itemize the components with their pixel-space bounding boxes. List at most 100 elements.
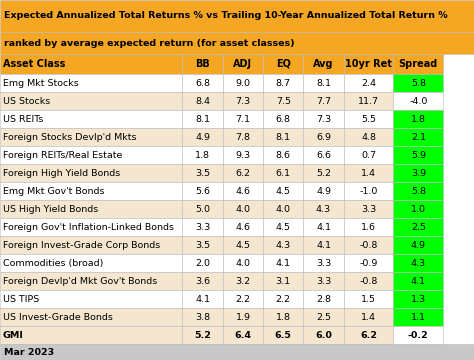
- Bar: [263, 128, 303, 146]
- Bar: [393, 254, 443, 272]
- Bar: [182, 200, 223, 218]
- Bar: [263, 74, 303, 92]
- Text: 3.6: 3.6: [195, 276, 210, 285]
- Text: -0.8: -0.8: [359, 276, 378, 285]
- Bar: [303, 272, 344, 290]
- Text: 5.9: 5.9: [411, 150, 426, 159]
- Bar: [0, 164, 182, 182]
- Text: 2.4: 2.4: [361, 78, 376, 87]
- Text: 4.3: 4.3: [276, 240, 291, 249]
- Bar: [0, 54, 182, 74]
- Text: US TIPS: US TIPS: [3, 294, 39, 303]
- Bar: [344, 200, 393, 218]
- Bar: [344, 236, 393, 254]
- Text: 0.7: 0.7: [361, 150, 376, 159]
- Bar: [393, 164, 443, 182]
- Bar: [393, 74, 443, 92]
- Text: 3.5: 3.5: [195, 168, 210, 177]
- Bar: [263, 92, 303, 110]
- Text: 6.1: 6.1: [276, 168, 291, 177]
- Bar: [182, 236, 223, 254]
- Bar: [182, 110, 223, 128]
- Text: US Invest-Grade Bonds: US Invest-Grade Bonds: [3, 312, 113, 321]
- Text: Foreign High Yield Bonds: Foreign High Yield Bonds: [3, 168, 120, 177]
- Text: 1.6: 1.6: [361, 222, 376, 231]
- Bar: [0, 74, 182, 92]
- Text: 1.8: 1.8: [276, 312, 291, 321]
- Bar: [393, 146, 443, 164]
- Bar: [223, 182, 263, 200]
- Text: 1.4: 1.4: [361, 168, 376, 177]
- Text: 3.5: 3.5: [195, 240, 210, 249]
- Bar: [393, 236, 443, 254]
- Bar: [223, 200, 263, 218]
- Text: 4.1: 4.1: [411, 276, 426, 285]
- Text: GMI: GMI: [3, 330, 24, 339]
- Bar: [303, 110, 344, 128]
- Text: 4.6: 4.6: [236, 186, 250, 195]
- Bar: [344, 308, 393, 326]
- Text: 4.9: 4.9: [316, 186, 331, 195]
- Text: 10yr Ret: 10yr Ret: [345, 59, 392, 69]
- Text: 4.3: 4.3: [411, 258, 426, 267]
- Text: 6.9: 6.9: [316, 132, 331, 141]
- Text: 2.2: 2.2: [236, 294, 250, 303]
- Bar: [182, 164, 223, 182]
- Bar: [263, 272, 303, 290]
- Bar: [223, 92, 263, 110]
- Bar: [182, 308, 223, 326]
- Bar: [303, 326, 344, 344]
- Bar: [182, 326, 223, 344]
- Bar: [303, 236, 344, 254]
- Bar: [303, 290, 344, 308]
- Text: Foreign Gov't Inflation-Linked Bonds: Foreign Gov't Inflation-Linked Bonds: [3, 222, 174, 231]
- Bar: [182, 146, 223, 164]
- Text: 1.9: 1.9: [236, 312, 250, 321]
- Bar: [223, 290, 263, 308]
- Bar: [263, 254, 303, 272]
- Text: 3.3: 3.3: [316, 276, 331, 285]
- Text: 6.0: 6.0: [315, 330, 332, 339]
- Bar: [263, 308, 303, 326]
- Bar: [0, 92, 182, 110]
- Bar: [263, 146, 303, 164]
- Text: 7.7: 7.7: [316, 96, 331, 105]
- Bar: [263, 218, 303, 236]
- Text: 5.6: 5.6: [195, 186, 210, 195]
- Text: ranked by average expected return (for asset classes): ranked by average expected return (for a…: [4, 39, 294, 48]
- Text: 6.4: 6.4: [235, 330, 251, 339]
- Text: Emg Mkt Gov't Bonds: Emg Mkt Gov't Bonds: [3, 186, 104, 195]
- Bar: [303, 54, 344, 74]
- Text: 8.7: 8.7: [276, 78, 291, 87]
- Bar: [0, 200, 182, 218]
- Bar: [344, 218, 393, 236]
- Text: 4.0: 4.0: [236, 204, 250, 213]
- Text: 1.3: 1.3: [411, 294, 426, 303]
- Text: Expected Annualized Total Returns % vs Trailing 10-Year Annualized Total Return : Expected Annualized Total Returns % vs T…: [4, 12, 447, 21]
- Text: 3.2: 3.2: [236, 276, 250, 285]
- Text: 5.2: 5.2: [316, 168, 331, 177]
- Bar: [182, 290, 223, 308]
- Bar: [393, 290, 443, 308]
- Text: -0.2: -0.2: [408, 330, 428, 339]
- Bar: [344, 110, 393, 128]
- Text: 4.5: 4.5: [236, 240, 250, 249]
- Bar: [182, 74, 223, 92]
- Bar: [182, 218, 223, 236]
- Bar: [303, 182, 344, 200]
- Text: US High Yield Bonds: US High Yield Bonds: [3, 204, 98, 213]
- Bar: [344, 74, 393, 92]
- Text: 1.4: 1.4: [361, 312, 376, 321]
- Text: 6.2: 6.2: [360, 330, 377, 339]
- Text: 8.6: 8.6: [276, 150, 291, 159]
- Bar: [182, 254, 223, 272]
- Text: -4.0: -4.0: [409, 96, 428, 105]
- Bar: [303, 128, 344, 146]
- Text: -0.9: -0.9: [359, 258, 378, 267]
- Text: Emg Mkt Stocks: Emg Mkt Stocks: [3, 78, 79, 87]
- Text: 4.1: 4.1: [316, 222, 331, 231]
- Bar: [0, 0, 474, 32]
- Text: Foreign Invest-Grade Corp Bonds: Foreign Invest-Grade Corp Bonds: [3, 240, 160, 249]
- Bar: [303, 92, 344, 110]
- Text: 3.3: 3.3: [316, 258, 331, 267]
